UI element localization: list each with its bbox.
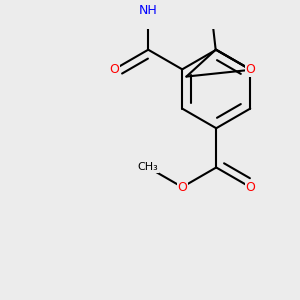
Text: NH: NH <box>139 4 158 17</box>
Text: CH₃: CH₃ <box>138 163 159 172</box>
Text: O: O <box>245 181 255 194</box>
Text: O: O <box>177 181 187 194</box>
Text: O: O <box>245 63 255 76</box>
Text: O: O <box>109 63 119 76</box>
